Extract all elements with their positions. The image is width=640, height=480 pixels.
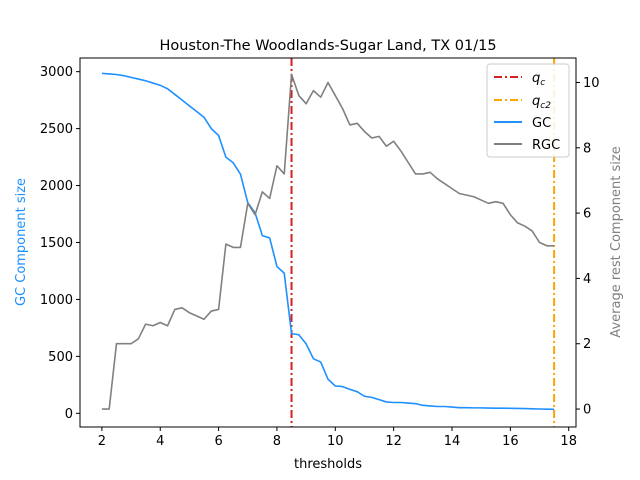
series-line-gc [101, 72, 555, 411]
x-tick-label: 14 [444, 434, 461, 449]
legend-box [486, 63, 570, 158]
legend-gc-label: GC [532, 116, 551, 131]
y-left-tick-label: 3000 [40, 65, 73, 80]
x-axis-label: thresholds [294, 457, 362, 472]
x-tick-label: 2 [98, 434, 106, 449]
y-axis-right-label: Average rest Component size [609, 146, 624, 337]
series-line-rgc [101, 73, 555, 410]
legend: qc qc2 GC RGC [486, 63, 570, 158]
legend-rgc-label: RGC [532, 138, 560, 153]
y-right-tick-label: 8 [583, 141, 591, 156]
y-left-tick-label: 500 [48, 350, 73, 365]
y-left-tick-label: 1000 [40, 293, 73, 308]
y-right-tick-label: 10 [583, 76, 600, 91]
x-tick-label: 18 [560, 434, 577, 449]
x-tick-label: 6 [214, 434, 222, 449]
y-right-tick-label: 4 [583, 272, 591, 287]
x-tick-label: 12 [385, 434, 402, 449]
y-left-tick-label: 0 [65, 407, 73, 422]
x-tick-label: 4 [156, 434, 164, 449]
chart-title: Houston-The Woodlands-Sugar Land, TX 01/… [159, 38, 496, 54]
y-right-tick-label: 6 [583, 207, 591, 222]
x-tick-label: 8 [273, 434, 281, 449]
y-left-tick-label: 1500 [40, 236, 73, 251]
x-tick-label: 10 [327, 434, 344, 449]
y-right-tick-label: 0 [583, 403, 591, 418]
y-left-tick-label: 2500 [40, 122, 73, 137]
x-tick-label: 16 [502, 434, 519, 449]
y-axis-left-label: GC Component size [14, 178, 29, 306]
y-left-tick-label: 2000 [40, 179, 73, 194]
y-right-tick-label: 2 [583, 337, 591, 352]
